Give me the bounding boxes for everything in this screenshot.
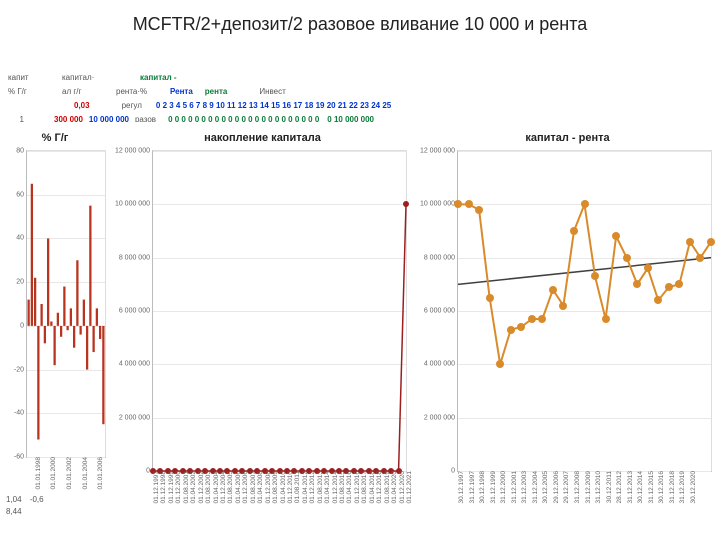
chart-right: капитал - рента 02 000 0004 000 0006 000… [415, 128, 720, 532]
chart-mid-title: накопление капитала [110, 132, 415, 144]
foot1r: -0,6 [30, 495, 44, 504]
row4-base: 300 000 [54, 115, 83, 123]
chart-mid: накопление капитала 02 000 0004 000 0006… [110, 128, 415, 532]
page-title: MCFTR/2+депозит/2 разовое вливание 10 00… [0, 14, 720, 35]
row4-zeros: 0 0 0 0 0 0 0 0 0 0 0 0 0 0 0 0 0 0 0 0 … [168, 115, 319, 123]
row3-numbers: 0 2 3 4 5 6 7 8 9 10 11 12 13 14 15 16 1… [156, 101, 391, 110]
page: MCFTR/2+депозит/2 разовое вливание 10 00… [0, 0, 720, 540]
chart-mid-plot: 02 000 0004 000 0006 000 0008 000 00010 … [152, 150, 407, 472]
row4-big: 10 000 000 [89, 115, 129, 123]
chart-right-plot: 02 000 0004 000 0006 000 0008 000 00010 … [457, 150, 712, 472]
lbl-renta-blue: Рента [170, 87, 193, 96]
header-strip: капит капитал· капитал - % Г/г ал г/г ре… [8, 70, 712, 122]
lbl-kapital2: капитал· [62, 73, 110, 82]
strip-row-3: 0,03 регул 0 2 3 4 5 6 7 8 9 10 11 12 13… [8, 98, 712, 112]
strip-row-2: % Г/г ал г/г рента·% Рента рента Инвест [8, 84, 712, 98]
lbl-rentapc: рента·% [116, 87, 164, 96]
lbl-razov: разов [135, 115, 156, 123]
lbl-invest: Инвест [259, 87, 285, 96]
chart-small: % Г/г -60-40-2002040608001.01.199801.01.… [0, 128, 110, 532]
strip-row-4: 1 300 000 10 000 000 разов 0 0 0 0 0 0 0… [8, 112, 712, 122]
lbl-pg: % Г/г [8, 87, 56, 96]
lbl-renta-green: рента [205, 87, 228, 96]
chart-right-title: капитал - рента [415, 132, 720, 144]
charts-area: % Г/г -60-40-2002040608001.01.199801.01.… [0, 128, 720, 532]
chart-small-plot: -60-40-2002040608001.01.199801.01.200001… [26, 150, 106, 458]
lbl-alg: ал г/г [62, 87, 110, 96]
val-003: 0,03 [74, 101, 90, 110]
lbl-kapit: капит [8, 73, 56, 82]
lbl-kapital-green: капитал - [140, 73, 177, 82]
row4-final: 0 10 000 000 [327, 115, 374, 123]
chart-small-title: % Г/г [0, 132, 110, 144]
row4-idx: 1 [8, 115, 24, 123]
chart-small-foot2: 8,44 [6, 507, 22, 516]
lbl-regul: регул [122, 101, 142, 110]
chart-small-foot: 1,04 -0,6 [6, 495, 44, 504]
strip-row-1: капит капитал· капитал - [8, 70, 712, 84]
foot1: 1,04 [6, 495, 22, 504]
